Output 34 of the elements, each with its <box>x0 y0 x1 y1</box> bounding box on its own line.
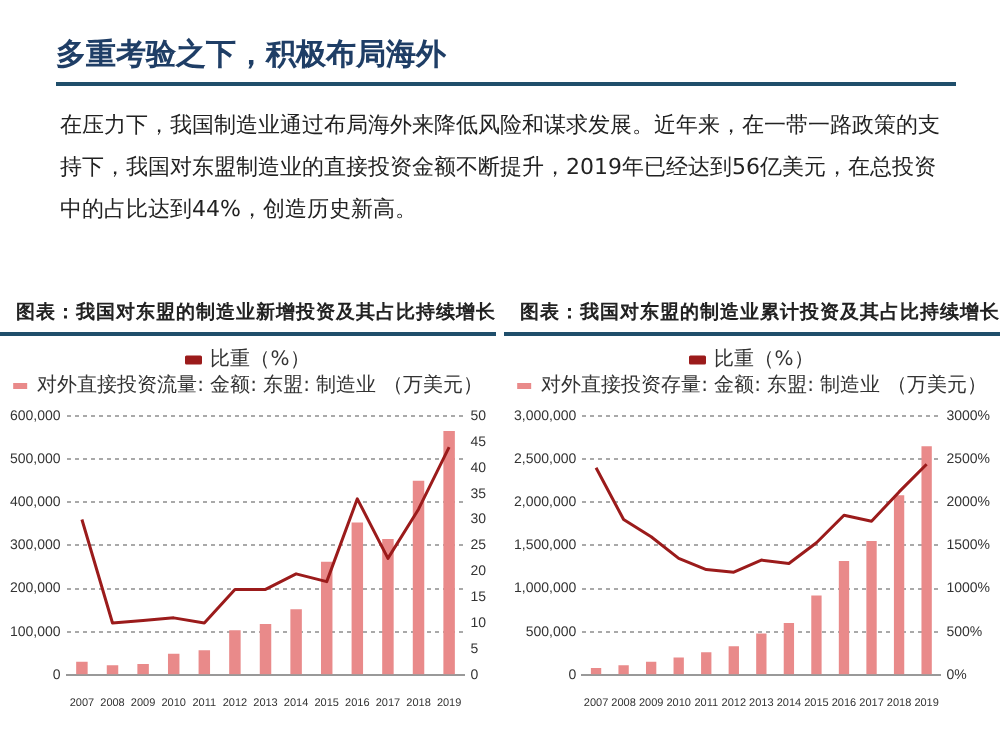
bar <box>783 623 795 675</box>
legend-label: 比重（%） <box>210 347 310 372</box>
bar <box>811 595 822 675</box>
bar <box>645 661 657 675</box>
bar <box>106 665 119 675</box>
bar <box>728 646 739 675</box>
bar <box>167 653 180 675</box>
bar <box>229 630 241 675</box>
bar <box>76 661 88 675</box>
bar <box>866 541 877 675</box>
bar <box>198 650 211 675</box>
bar <box>756 633 767 675</box>
bar <box>137 664 149 675</box>
bar <box>412 480 425 675</box>
bar <box>921 446 932 675</box>
bar <box>618 665 629 675</box>
legend-label: 对外直接投资流量: 金额: 东盟: 制造业 （万美元） <box>37 373 483 398</box>
legend-label: 比重（%） <box>714 347 814 372</box>
bar <box>443 431 455 675</box>
bar <box>673 657 684 675</box>
chart-title: 图表：我国对东盟的制造业累计投资及其占比持续增长 <box>504 300 1000 336</box>
bar <box>290 609 302 675</box>
text: 多重考验之下，积极布局海外 <box>56 36 956 86</box>
text: 在压力下，我国制造业通过布局海外来降低风险和谋求发展。近年来，在一带一路政策的支持下，我国对东盟制造业的直接投资金额不断提升，2019年已经达到56亿美元，在总投资中的占比达到44%，创造历史新高。 <box>60 110 942 226</box>
chart-title: 图表：我国对东盟的制造业新增投资及其占比持续增长 <box>0 300 496 336</box>
legend-label: 对外直接投资存量: 金额: 东盟: 制造业 （万美元） <box>541 373 987 398</box>
bar <box>893 495 905 675</box>
bar <box>320 561 333 675</box>
bar <box>590 667 602 675</box>
bar <box>351 522 364 675</box>
bar <box>259 623 272 675</box>
bar <box>382 538 394 675</box>
bar <box>838 560 850 675</box>
bar <box>701 652 712 675</box>
